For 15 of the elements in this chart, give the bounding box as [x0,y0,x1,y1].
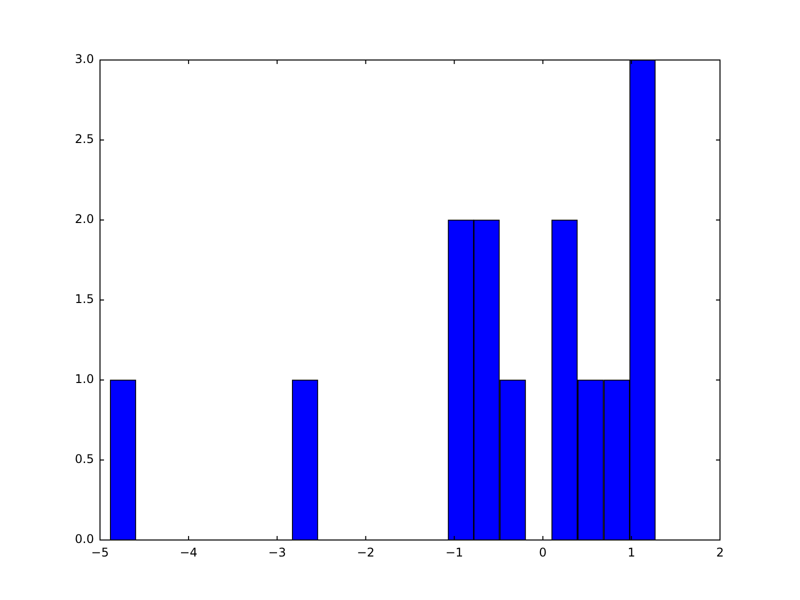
y-tick-label: 2.5 [74,132,94,146]
y-tick-label: 3.0 [74,52,94,66]
x-tick-label: 0 [539,545,547,560]
x-tick-label: −2 [356,545,375,560]
x-tick-label: −4 [180,545,198,560]
y-tick-label: 0.0 [74,532,94,546]
y-tick-label: 1.5 [74,292,94,306]
y-tick-label: 0.5 [74,452,94,466]
x-tick-label: 1 [628,545,636,560]
x-tick-label: −5 [91,545,109,560]
x-tick-label: −3 [268,545,286,560]
x-tick-label: −1 [445,545,464,560]
y-tick-label: 1.0 [74,372,94,386]
y-tick-label: 2.0 [74,212,94,226]
x-tick-label: 2 [716,545,724,560]
